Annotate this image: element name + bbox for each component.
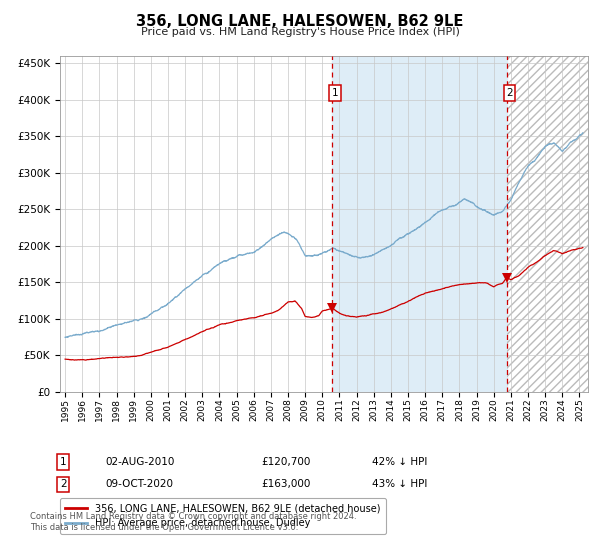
Text: 2: 2 bbox=[60, 479, 67, 489]
Text: £163,000: £163,000 bbox=[261, 479, 310, 489]
Text: 2: 2 bbox=[506, 88, 513, 98]
Text: 42% ↓ HPI: 42% ↓ HPI bbox=[372, 457, 427, 467]
Text: 43% ↓ HPI: 43% ↓ HPI bbox=[372, 479, 427, 489]
Text: 356, LONG LANE, HALESOWEN, B62 9LE: 356, LONG LANE, HALESOWEN, B62 9LE bbox=[136, 14, 464, 29]
Text: Price paid vs. HM Land Registry's House Price Index (HPI): Price paid vs. HM Land Registry's House … bbox=[140, 27, 460, 37]
Text: 09-OCT-2020: 09-OCT-2020 bbox=[105, 479, 173, 489]
Text: 1: 1 bbox=[60, 457, 67, 467]
Text: Contains HM Land Registry data © Crown copyright and database right 2024.
This d: Contains HM Land Registry data © Crown c… bbox=[30, 512, 356, 532]
Bar bbox=[332, 56, 507, 392]
Bar bbox=[507, 56, 588, 392]
Text: 02-AUG-2010: 02-AUG-2010 bbox=[105, 457, 175, 467]
Text: £120,700: £120,700 bbox=[261, 457, 310, 467]
Text: 1: 1 bbox=[331, 88, 338, 98]
Legend: 356, LONG LANE, HALESOWEN, B62 9LE (detached house), HPI: Average price, detache: 356, LONG LANE, HALESOWEN, B62 9LE (deta… bbox=[59, 498, 386, 534]
